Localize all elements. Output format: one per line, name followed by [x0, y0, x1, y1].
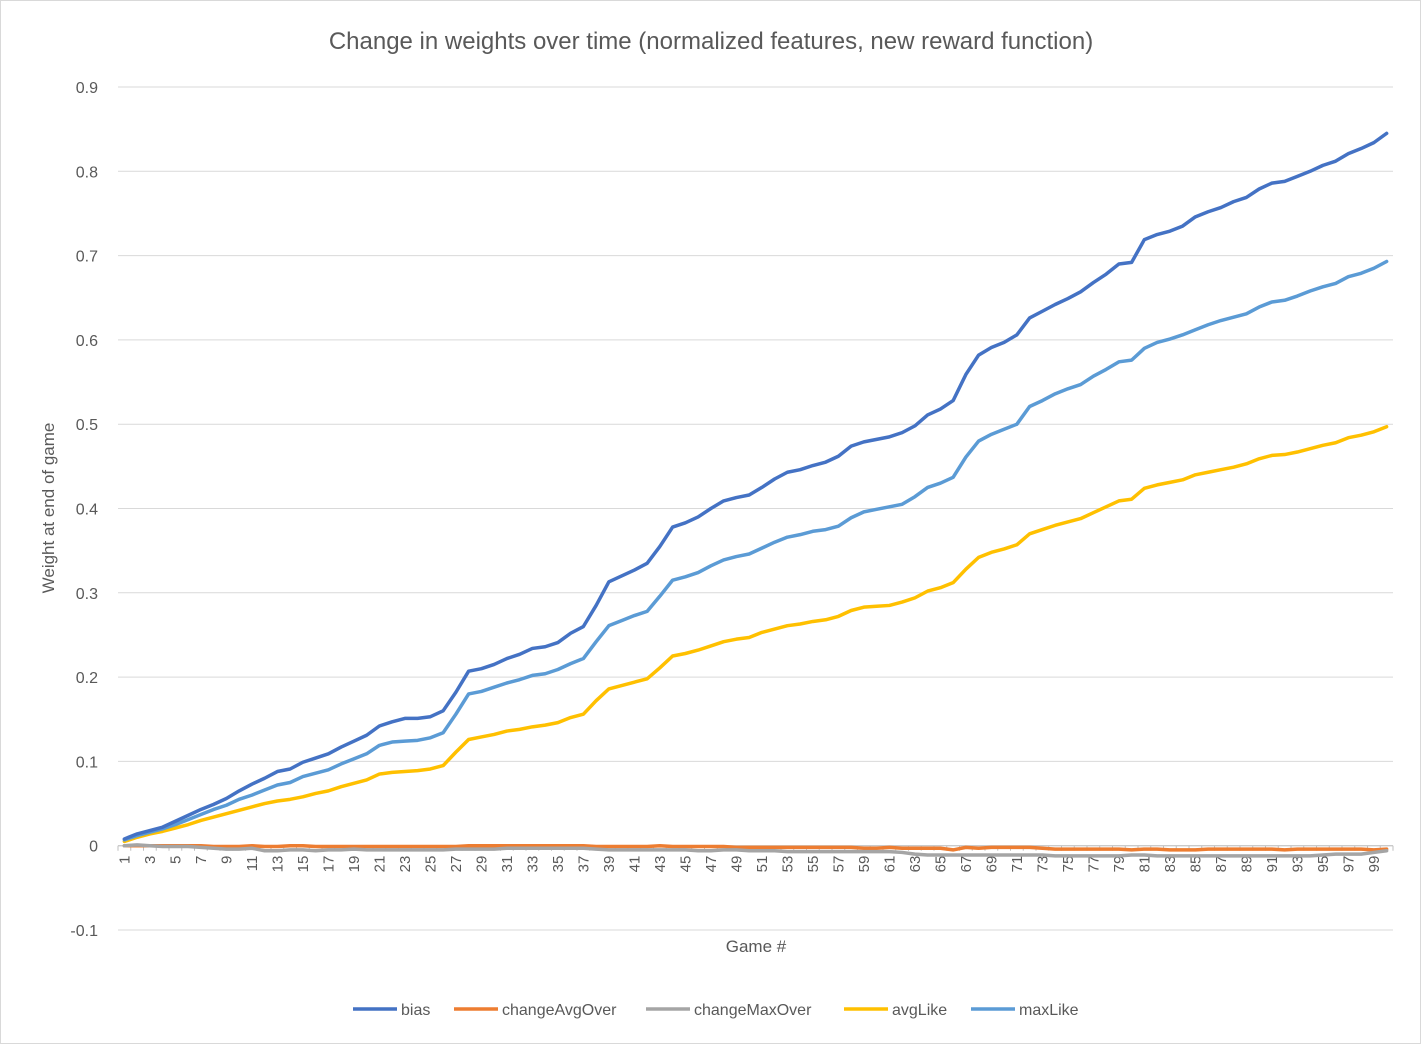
x-tick-label: 17 — [320, 856, 337, 873]
legend-label-changeMaxOver: changeMaxOver — [694, 1002, 812, 1019]
x-tick-label: 83 — [1162, 856, 1179, 873]
x-tick-label: 93 — [1289, 856, 1306, 873]
x-tick-label: 63 — [907, 856, 924, 873]
x-tick-label: 27 — [448, 856, 465, 873]
x-tick-label: 41 — [626, 856, 643, 873]
x-tick-label: 55 — [805, 856, 822, 873]
x-tick-label: 37 — [575, 856, 592, 873]
y-tick-label: 0 — [89, 839, 98, 856]
y-tick-label: -0.1 — [70, 923, 98, 940]
y-tick-label: 0.1 — [76, 754, 98, 771]
series-line-avgLike — [122, 424, 1389, 844]
series-line-changeAvgOver — [122, 843, 1389, 852]
x-tick-label: 85 — [1187, 856, 1204, 873]
x-tick-label: 77 — [1085, 856, 1102, 873]
series-line-bias — [122, 131, 1389, 841]
y-tick-label: 0.4 — [76, 502, 98, 519]
y-tick-label: 0.9 — [76, 80, 98, 97]
x-tick-label: 97 — [1340, 856, 1357, 873]
y-axis-title: Weight at end of game — [39, 423, 58, 594]
x-tick-label: 15 — [295, 856, 312, 873]
legend-label-avgLike: avgLike — [892, 1002, 947, 1019]
x-tick-label: 57 — [830, 856, 847, 873]
x-tick-label: 13 — [269, 856, 286, 873]
x-tick-label: 23 — [397, 856, 414, 873]
legend-label-bias: bias — [401, 1002, 430, 1019]
x-tick-label: 19 — [346, 856, 363, 873]
x-tick-label: 25 — [422, 856, 439, 873]
x-tick-label: 29 — [473, 856, 490, 873]
x-tick-label: 9 — [218, 856, 235, 864]
legend-label-maxLike: maxLike — [1019, 1002, 1079, 1019]
x-tick-label: 75 — [1060, 856, 1077, 873]
y-tick-label: 0.7 — [76, 249, 98, 266]
x-tick-label: 79 — [1111, 856, 1128, 873]
x-tick-label: 65 — [932, 856, 949, 873]
x-tick-label: 67 — [958, 856, 975, 873]
x-tick-label: 81 — [1136, 856, 1153, 873]
x-tick-label: 61 — [881, 856, 898, 873]
x-tick-label: 69 — [983, 856, 1000, 873]
x-tick-label: 5 — [167, 856, 184, 864]
legend-label-changeAvgOver: changeAvgOver — [502, 1002, 617, 1019]
series-line-maxLike — [122, 259, 1389, 842]
y-tick-label: 0.6 — [76, 333, 98, 350]
x-tick-label: 11 — [244, 856, 261, 872]
x-tick-label: 47 — [703, 856, 720, 873]
y-tick-label: 0.8 — [76, 164, 98, 181]
chart-title: Change in weights over time (normalized … — [329, 28, 1093, 55]
x-tick-label: 89 — [1238, 856, 1255, 873]
x-tick-label: 45 — [677, 856, 694, 873]
x-tick-label: 39 — [601, 856, 618, 873]
y-tick-label: 0.2 — [76, 670, 98, 687]
x-tick-label: 3 — [142, 856, 159, 864]
x-tick-label: 53 — [779, 856, 796, 873]
x-tick-label: 31 — [499, 856, 516, 873]
x-tick-label: 73 — [1034, 856, 1051, 873]
y-axis-ticks: -0.1 0 0.1 0.2 0.3 0.4 0.5 0.6 0.7 0.8 0.9 — [70, 80, 98, 940]
x-axis-ticks: 1 3 5 7 9 11 13 15 17 19 21 23 25 27 29 31 33 35 37 39 41 43 4… — [116, 845, 1394, 873]
x-tick-label: 49 — [728, 856, 745, 873]
x-tick-label: 33 — [524, 856, 541, 873]
series-line-changeMaxOver — [122, 843, 1389, 858]
x-tick-label: 87 — [1213, 856, 1230, 873]
x-tick-label: 43 — [652, 856, 669, 873]
x-tick-label: 95 — [1315, 856, 1332, 873]
x-tick-label: 7 — [193, 856, 210, 864]
x-tick-label: 1 — [116, 856, 133, 864]
x-tick-label: 35 — [550, 856, 567, 873]
y-tick-label: 0.5 — [76, 417, 98, 434]
x-axis-title: Game # — [726, 937, 787, 956]
x-tick-label: 99 — [1366, 856, 1383, 873]
x-tick-label: 51 — [754, 856, 771, 873]
x-tick-label: 91 — [1264, 856, 1281, 873]
x-tick-label: 21 — [371, 856, 388, 873]
y-tick-label: 0.3 — [76, 586, 98, 603]
x-tick-label: 59 — [856, 856, 873, 873]
x-tick-label: 71 — [1009, 856, 1026, 873]
legend: bias changeAvgOver changeMaxOver avgLike max… — [353, 1002, 1079, 1019]
series-lines — [122, 131, 1389, 858]
